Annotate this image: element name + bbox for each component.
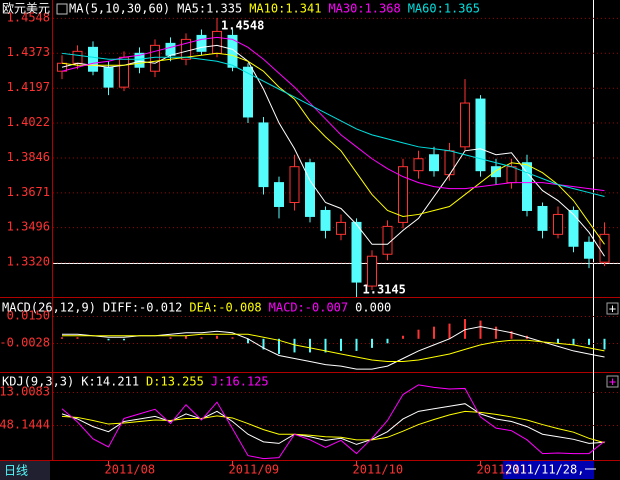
legend-entry: MA10:1.341 [249,2,321,16]
indicator-line [62,333,605,363]
candle-body [196,34,207,52]
period-tab[interactable] [0,461,50,480]
candle-body [72,50,83,64]
x-tick-label: 2011/08 [105,463,156,477]
indicator-line [61,36,605,192]
legend-entry: DIFF:-0.012 [103,301,182,315]
x-tick-label: 2011/11 [477,463,528,477]
panel-button[interactable] [606,375,619,388]
legend-entry: K:14.211 [81,375,139,389]
candle-body [553,213,563,235]
x-tick-label: 2011/10 [353,463,404,477]
candle-body [491,166,501,178]
cursor-label: 2011/11/28,一 [505,463,596,477]
candle-body [584,241,594,259]
legend-entry: J:16.125 [211,375,269,389]
panel-button[interactable] [606,302,619,315]
y-tick-label: 1.4022 [7,115,50,129]
candle-body [150,44,160,72]
period-label[interactable]: 日线 [4,464,28,478]
candle-body [227,34,238,68]
legend-icon [56,3,68,15]
legend-entry: MA60:1.365 [408,2,480,16]
candle-body [382,225,393,255]
candle-body [413,158,424,172]
candle-body [289,166,300,204]
candle-body [568,209,579,247]
legend-entry: 0.000 [355,301,391,315]
indicator-line [61,44,605,257]
y-tick-label: 1.3846 [7,150,50,164]
candle-body [522,162,532,211]
panel-button-icon[interactable]: + [609,302,616,316]
candle-body [444,150,455,176]
legend-entry: MA5:1.335 [177,2,242,16]
candle-body [243,66,253,118]
candle-body [599,233,610,263]
panel-button-icon[interactable]: + [609,375,616,389]
y-tick-label: 48.1444 [0,417,50,431]
y-tick-label: 1.4373 [7,45,50,59]
indicator-line [61,410,605,444]
low-annotation: 1.3145 [363,283,406,297]
legend-entry: D:13.255 [146,375,204,389]
x-tick-label: 2011/09 [229,463,280,477]
y-tick-label: 1.3320 [7,255,50,269]
candle-body [165,42,176,56]
cursor-box [503,461,594,479]
candle-body [181,38,191,60]
legend-entry: DEA:-0.008 [189,301,261,315]
indicator-line [61,52,605,198]
y-tick-label: 1.3671 [7,185,50,199]
candle-body [305,162,315,217]
candle-body [119,56,129,88]
legend-entry: MACD(26,12,9) [2,301,96,315]
y-tick-label: 113.0083 [0,384,50,398]
indicator-line [61,52,605,245]
candle-body [398,166,408,223]
legend-entry: MA30:1.368 [328,2,400,16]
high-annotation: 1.4548 [221,18,264,32]
candle-body [506,166,517,184]
legend-entry: MACD:-0.007 [269,301,348,315]
candle-body [274,182,284,207]
y-tick-label: 1.4197 [7,80,50,94]
y-tick-label: 0.0150 [7,309,50,323]
candle-body [367,255,377,287]
candle-body [460,102,470,148]
candle-body [212,30,222,54]
candle-body [258,122,269,188]
candle-body [429,154,439,172]
y-tick-label: 1.3496 [7,220,50,234]
legend-entry: 欧元美元 [2,2,50,16]
candle-body [320,209,331,231]
indicator-line [61,384,605,460]
candle-body [475,98,486,172]
legend-entry: MA(5,10,30,60) [69,2,170,16]
candle-body [134,52,145,68]
indicator-line [62,326,605,370]
candle-body [336,221,346,235]
y-tick-label: -0.0028 [0,336,50,350]
candle-body [88,46,98,72]
y-tick-label: 1.4548 [7,10,50,24]
indicator-line [61,403,605,445]
candle-body [103,66,114,88]
legend-entry: KDJ(9,3,3) [2,375,74,389]
candle-body [537,205,548,231]
candle-body [351,221,362,283]
